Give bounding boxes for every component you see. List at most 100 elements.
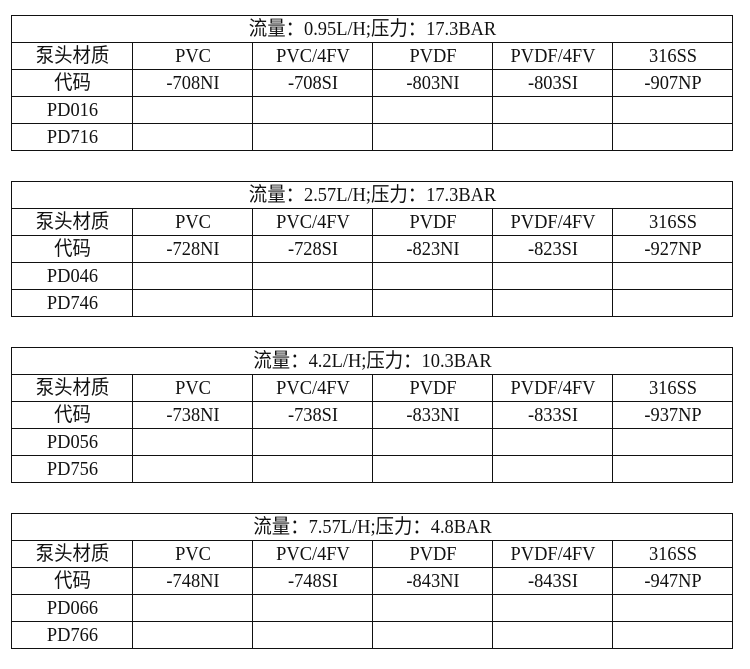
code-cell: -728SI bbox=[256, 235, 369, 263]
empty-cell bbox=[256, 594, 369, 622]
table-title: 流量：2.57L/H;压力：17.3BAR bbox=[39, 181, 705, 209]
code-cell: -907NP bbox=[616, 69, 729, 97]
code-cell: -748SI bbox=[256, 567, 369, 595]
empty-cell bbox=[496, 123, 609, 151]
empty-cell bbox=[376, 594, 489, 622]
spec-table: 流量：4.2L/H;压力：10.3BAR 泵头材质 PVC PVC/4FV PVDF PV… bbox=[11, 347, 733, 483]
material-header: PVC/4FV bbox=[256, 42, 369, 70]
model-label: PD716 bbox=[15, 123, 129, 151]
model-row: PD746 bbox=[12, 289, 733, 317]
empty-cell bbox=[256, 289, 369, 317]
empty-cell bbox=[136, 428, 249, 456]
empty-cell bbox=[376, 96, 489, 124]
code-cell: -823SI bbox=[496, 235, 609, 263]
model-label: PD066 bbox=[15, 594, 129, 622]
spec-table: 流量：7.57L/H;压力：4.8BAR 泵头材质 PVC PVC/4FV PVDF PV… bbox=[11, 513, 733, 649]
empty-cell bbox=[136, 455, 249, 483]
model-row: PD056 bbox=[12, 428, 733, 456]
material-header: 316SS bbox=[616, 374, 729, 402]
material-header: PVC/4FV bbox=[256, 540, 369, 568]
empty-cell bbox=[616, 96, 729, 124]
material-header: PVDF/4FV bbox=[496, 42, 609, 70]
material-label: 泵头材质 bbox=[15, 42, 129, 70]
material-label: 泵头材质 bbox=[15, 540, 129, 568]
code-row: 代码 -708NI -708SI -803NI -803SI -907NP bbox=[12, 69, 733, 97]
empty-cell bbox=[616, 123, 729, 151]
code-cell: -803NI bbox=[376, 69, 489, 97]
code-cell: -803SI bbox=[496, 69, 609, 97]
model-row: PD716 bbox=[12, 123, 733, 151]
material-header: PVC bbox=[136, 42, 249, 70]
title-row: 流量：4.2L/H;压力：10.3BAR bbox=[12, 347, 733, 375]
material-row: 泵头材质 PVC PVC/4FV PVDF PVDF/4FV 316SS bbox=[12, 208, 733, 236]
material-header: PVDF bbox=[376, 208, 489, 236]
empty-cell bbox=[136, 123, 249, 151]
code-cell: -833SI bbox=[496, 401, 609, 429]
code-cell: -823NI bbox=[376, 235, 489, 263]
code-cell: -708SI bbox=[256, 69, 369, 97]
title-row: 流量：7.57L/H;压力：4.8BAR bbox=[12, 513, 733, 541]
empty-cell bbox=[136, 289, 249, 317]
material-header: PVDF bbox=[376, 374, 489, 402]
material-row: 泵头材质 PVC PVC/4FV PVDF PVDF/4FV 316SS bbox=[12, 374, 733, 402]
material-label: 泵头材质 bbox=[15, 208, 129, 236]
model-row: PD016 bbox=[12, 96, 733, 124]
code-row: 代码 -738NI -738SI -833NI -833SI -937NP bbox=[12, 401, 733, 429]
material-header: PVDF bbox=[376, 42, 489, 70]
empty-cell bbox=[376, 455, 489, 483]
material-header: PVDF bbox=[376, 540, 489, 568]
empty-cell bbox=[616, 594, 729, 622]
model-label: PD056 bbox=[15, 428, 129, 456]
material-header: PVC bbox=[136, 374, 249, 402]
empty-cell bbox=[496, 594, 609, 622]
empty-cell bbox=[136, 96, 249, 124]
empty-cell bbox=[616, 455, 729, 483]
code-cell: -843SI bbox=[496, 567, 609, 595]
code-row: 代码 -728NI -728SI -823NI -823SI -927NP bbox=[12, 235, 733, 263]
table-title: 流量：7.57L/H;压力：4.8BAR bbox=[39, 513, 705, 541]
empty-cell bbox=[496, 455, 609, 483]
code-cell: -738NI bbox=[136, 401, 249, 429]
empty-cell bbox=[256, 621, 369, 649]
table-title: 流量：0.95L/H;压力：17.3BAR bbox=[39, 15, 705, 43]
empty-cell bbox=[616, 621, 729, 649]
code-cell: -708NI bbox=[136, 69, 249, 97]
model-label: PD766 bbox=[15, 621, 129, 649]
empty-cell bbox=[496, 289, 609, 317]
empty-cell bbox=[376, 123, 489, 151]
empty-cell bbox=[256, 455, 369, 483]
empty-cell bbox=[256, 428, 369, 456]
empty-cell bbox=[136, 594, 249, 622]
code-cell: -833NI bbox=[376, 401, 489, 429]
model-label: PD756 bbox=[15, 455, 129, 483]
code-label: 代码 bbox=[15, 69, 129, 97]
model-label: PD746 bbox=[15, 289, 129, 317]
empty-cell bbox=[136, 262, 249, 290]
empty-cell bbox=[256, 123, 369, 151]
code-row: 代码 -748NI -748SI -843NI -843SI -947NP bbox=[12, 567, 733, 595]
empty-cell bbox=[616, 428, 729, 456]
material-label: 泵头材质 bbox=[15, 374, 129, 402]
material-header: PVDF/4FV bbox=[496, 374, 609, 402]
code-cell: -738SI bbox=[256, 401, 369, 429]
table-title: 流量：4.2L/H;压力：10.3BAR bbox=[39, 347, 705, 375]
model-row: PD756 bbox=[12, 455, 733, 483]
spec-table: 流量：0.95L/H;压力：17.3BAR 泵头材质 PVC PVC/4FV PVDF P… bbox=[11, 15, 733, 151]
empty-cell bbox=[496, 428, 609, 456]
material-header: PVC/4FV bbox=[256, 374, 369, 402]
material-header: 316SS bbox=[616, 540, 729, 568]
code-cell: -748NI bbox=[136, 567, 249, 595]
material-header: PVDF/4FV bbox=[496, 208, 609, 236]
spec-table: 流量：2.57L/H;压力：17.3BAR 泵头材质 PVC PVC/4FV PVDF P… bbox=[11, 181, 733, 317]
empty-cell bbox=[136, 621, 249, 649]
empty-cell bbox=[376, 428, 489, 456]
code-label: 代码 bbox=[15, 235, 129, 263]
empty-cell bbox=[256, 96, 369, 124]
code-cell: -937NP bbox=[616, 401, 729, 429]
empty-cell bbox=[376, 289, 489, 317]
code-cell: -927NP bbox=[616, 235, 729, 263]
code-cell: -843NI bbox=[376, 567, 489, 595]
code-cell: -947NP bbox=[616, 567, 729, 595]
code-label: 代码 bbox=[15, 567, 129, 595]
empty-cell bbox=[496, 96, 609, 124]
